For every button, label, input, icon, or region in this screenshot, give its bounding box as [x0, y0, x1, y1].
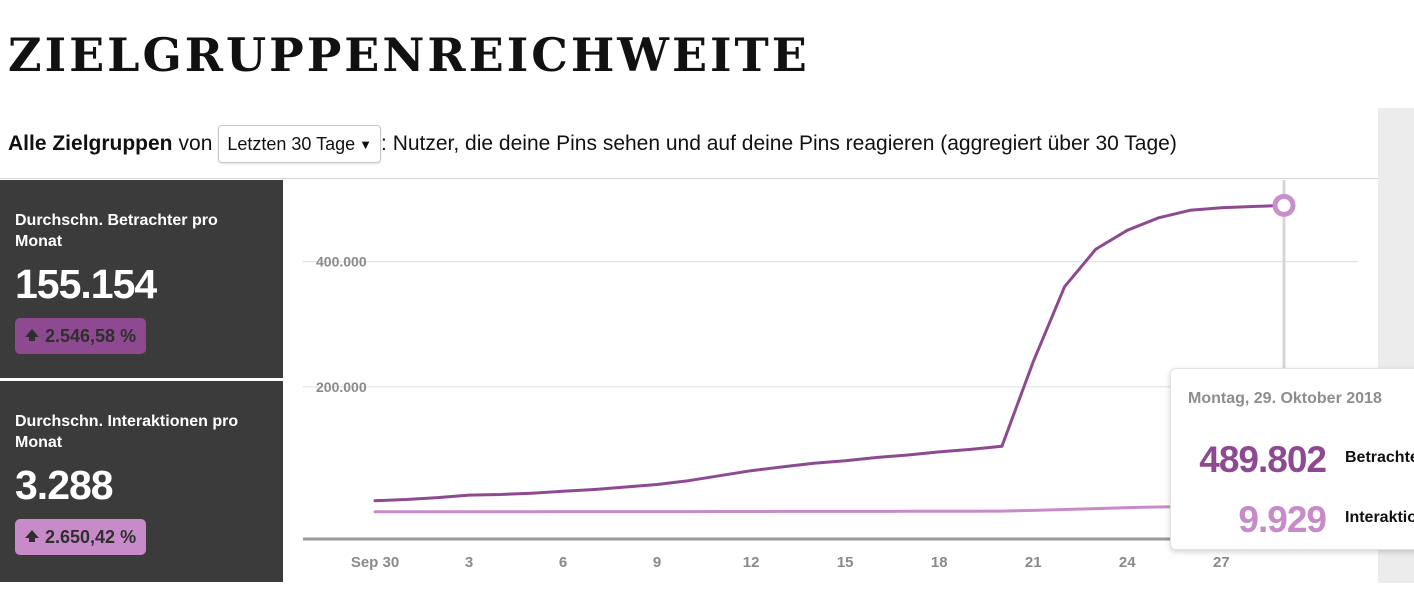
- dropdown-arrow-icon: ▼: [359, 136, 373, 152]
- series-line-interaktionen: [373, 504, 1286, 514]
- period-value: Letzten 30 Tage: [227, 133, 356, 154]
- x-tick-label: 18: [931, 554, 948, 571]
- change-value: 2.650,42 %: [45, 526, 137, 547]
- audience-filter-row: Alle Zielgruppen von Letzten 30 Tage ▼ :…: [8, 124, 1177, 164]
- x-tick-label: 3: [465, 554, 473, 571]
- x-tick-label: 27: [1213, 554, 1230, 571]
- hover-point-marker: [1272, 193, 1296, 217]
- series-line-betrachter: [373, 203, 1286, 503]
- change-value: 2.546,58 %: [45, 325, 137, 346]
- y-tick-label: 400.000: [316, 254, 367, 270]
- description-text: : Nutzer, die deine Pins sehen und auf d…: [381, 132, 1177, 155]
- tooltip-date: Montag, 29. Oktober 2018: [1188, 390, 1382, 407]
- connector-text: von: [178, 132, 213, 155]
- change-badge: 2.650,42 %: [15, 519, 147, 555]
- divider: [0, 178, 1378, 179]
- x-tick-label: Sep 30: [351, 554, 399, 571]
- metric-card-engagements[interactable]: Durchschn. Interaktionen pro Monat 3.288…: [0, 381, 283, 582]
- x-tick-label: 6: [559, 554, 567, 571]
- arrow-up-icon: [25, 530, 39, 542]
- x-tick-label: 15: [837, 554, 854, 571]
- metric-label: Durchschn. Interaktionen pro Monat: [15, 413, 239, 451]
- y-tick-label: 200.000: [316, 379, 367, 395]
- metric-label: Durchschn. Betrachter pro Monat: [15, 212, 218, 250]
- arrow-up-icon: [25, 329, 39, 341]
- tooltip-viewers-value: 489.802: [1199, 439, 1327, 480]
- audience-label[interactable]: Alle Zielgruppen: [8, 132, 173, 155]
- chart-tooltip: Montag, 29. Oktober 2018 489.802 Betrach…: [1170, 368, 1414, 550]
- tooltip-engagements-value: 9.929: [1238, 499, 1327, 540]
- period-dropdown[interactable]: Letzten 30 Tage ▼: [218, 125, 382, 163]
- x-tick-label: 24: [1119, 554, 1136, 571]
- tooltip-viewers-label: Betrachter: [1345, 449, 1414, 466]
- change-badge: 2.546,58 %: [15, 318, 147, 354]
- metric-value: 155.154: [15, 261, 157, 307]
- x-tick-label: 9: [653, 554, 661, 571]
- x-tick-label: 12: [743, 554, 760, 571]
- metric-value: 3.288: [15, 462, 114, 508]
- metric-card-viewers[interactable]: Durchschn. Betrachter pro Monat 155.154 …: [0, 180, 283, 378]
- page-title: ZIELGRUPPENREICHWEITE: [8, 28, 810, 82]
- tooltip-engagements-label: Interaktionen: [1345, 509, 1414, 526]
- x-tick-label: 21: [1025, 554, 1042, 571]
